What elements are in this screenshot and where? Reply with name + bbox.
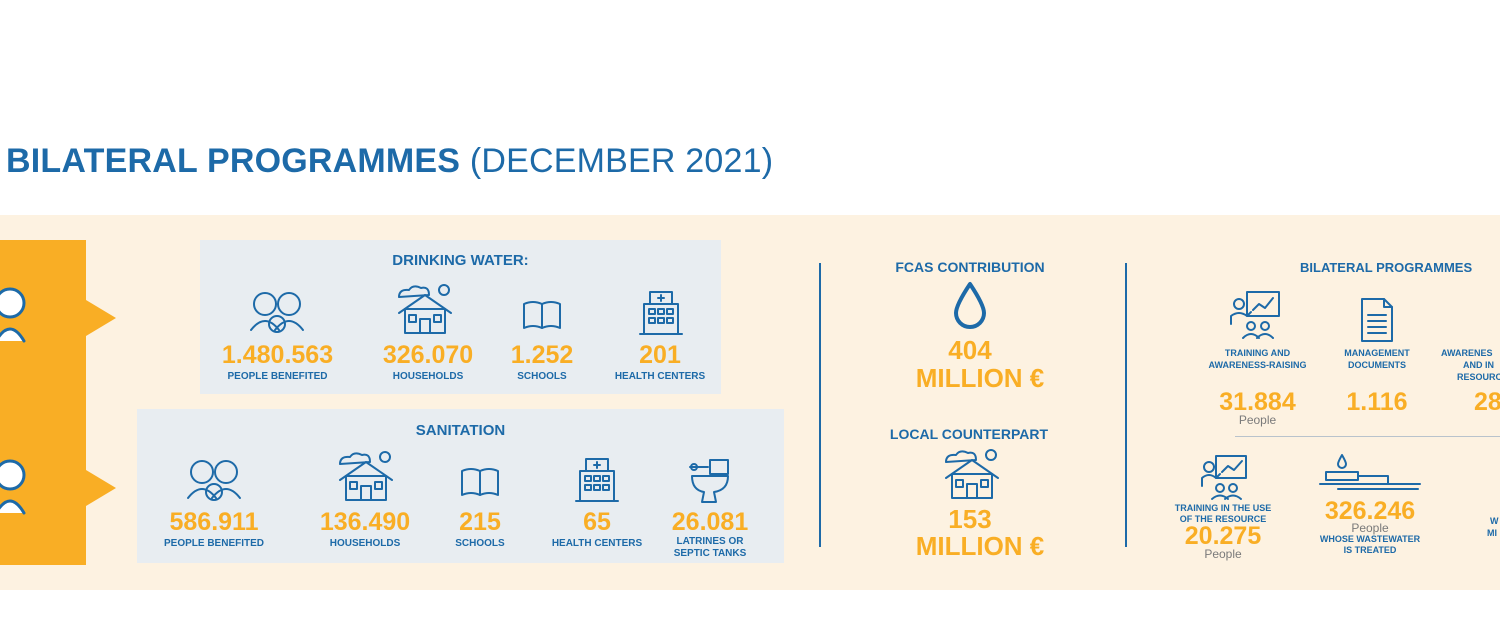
people-icon bbox=[250, 292, 304, 333]
wastewater-label-2: IS TREATED bbox=[1343, 545, 1397, 555]
dw-health-label: HEALTH CENTERS bbox=[614, 371, 706, 382]
local-value: 153 bbox=[948, 504, 992, 534]
san-schools-value: 215 bbox=[459, 508, 501, 536]
hospital-icon bbox=[639, 291, 683, 335]
wastewater-unit: People bbox=[1351, 521, 1389, 535]
house-icon bbox=[398, 284, 452, 334]
divider bbox=[1125, 263, 1127, 547]
dw-health-value: 201 bbox=[639, 341, 681, 369]
training-label-1: TRAINING AND bbox=[1224, 348, 1291, 358]
awareness-label-1: AWARENES bbox=[1441, 348, 1493, 358]
drinking-water-box bbox=[200, 240, 721, 394]
toilet-icon bbox=[689, 459, 729, 503]
san-households-value: 136.490 bbox=[319, 508, 411, 536]
cut-label-2: MI bbox=[1487, 528, 1497, 538]
dw-households-label: HOUSEHOLDS bbox=[392, 371, 464, 382]
hospital-icon bbox=[575, 458, 619, 502]
arrow-right-icon bbox=[86, 470, 116, 506]
sanitation-header: SANITATION bbox=[415, 422, 506, 439]
training-use-label-2: OF THE RESOURCE bbox=[1179, 514, 1267, 524]
water-drop-icon bbox=[954, 282, 986, 329]
training-use-unit: People bbox=[1204, 547, 1242, 561]
divider bbox=[819, 263, 821, 547]
san-people-label: PEOPLE BENEFITED bbox=[163, 538, 264, 549]
management-label-2: DOCUMENTS bbox=[1348, 360, 1406, 370]
book-icon bbox=[461, 468, 499, 496]
management-value: 1.116 bbox=[1346, 388, 1408, 416]
training-label-2: AWARENESS-RAISING bbox=[1208, 360, 1307, 370]
san-health-label: HEALTH CENTERS bbox=[551, 538, 643, 549]
san-schools-label: SCHOOLS bbox=[455, 538, 505, 549]
dw-people-value: 1.480.563 bbox=[221, 341, 334, 369]
management-label-1: MANAGEMENT bbox=[1344, 348, 1410, 358]
row-divider bbox=[1235, 436, 1500, 437]
title-bold: BILATERAL PROGRAMMES bbox=[6, 142, 461, 180]
book-icon bbox=[523, 301, 561, 329]
training-use-label-1: TRAINING IN THE USE bbox=[1174, 503, 1272, 513]
fcas-value: 404 bbox=[948, 335, 992, 365]
title-date: (DECEMBER 2021) bbox=[469, 142, 774, 180]
person-icon bbox=[0, 459, 26, 515]
wastewater-label-1: WHOSE WASTEWATER bbox=[1319, 534, 1421, 544]
fcas-unit: MILLION € bbox=[915, 363, 1045, 393]
training-icon bbox=[1201, 455, 1247, 500]
local-unit: MILLION € bbox=[915, 531, 1045, 561]
training-icon bbox=[1230, 291, 1280, 339]
training-value: 31.884 bbox=[1219, 388, 1296, 416]
san-latrines-label-1: LATRINES OR bbox=[676, 536, 744, 547]
dw-households-value: 326.070 bbox=[382, 341, 474, 369]
awareness-label-2: AND IN bbox=[1463, 360, 1494, 370]
bilateral-header: BILATERAL PROGRAMMES bbox=[1300, 260, 1473, 275]
dw-schools-label: SCHOOLS bbox=[517, 371, 567, 382]
san-latrines-label-2: SEPTIC TANKS bbox=[673, 548, 747, 559]
fcas-header: FCAS CONTRIBUTION bbox=[895, 259, 1045, 275]
cut-label-1: W bbox=[1490, 516, 1499, 526]
document-icon bbox=[1361, 298, 1393, 342]
drinking-water-header: DRINKING WATER: bbox=[392, 252, 529, 269]
local-header: LOCAL COUNTERPART bbox=[889, 426, 1049, 442]
awareness-label-3: RESOURC bbox=[1457, 372, 1500, 382]
training-unit: People bbox=[1238, 413, 1277, 427]
san-people-value: 586.911 bbox=[169, 508, 259, 536]
dw-schools-value: 1.252 bbox=[510, 341, 574, 369]
page-title: BILATERAL PROGRAMMES (DECEMBER 2021) bbox=[6, 142, 773, 181]
person-icon bbox=[0, 287, 26, 343]
san-latrines-value: 26.081 bbox=[671, 508, 749, 536]
awareness-value: 28 bbox=[1474, 388, 1500, 416]
sanitation-box bbox=[137, 409, 784, 563]
treatment-plant-icon bbox=[1319, 454, 1421, 490]
arrow-right-icon bbox=[86, 300, 116, 336]
san-health-value: 65 bbox=[583, 508, 611, 536]
dw-people-label: PEOPLE BENEFITED bbox=[227, 371, 328, 382]
wastewater-value: 326.246 bbox=[1324, 497, 1416, 525]
house-icon bbox=[945, 449, 999, 499]
people-icon bbox=[187, 460, 241, 501]
san-households-label: HOUSEHOLDS bbox=[329, 538, 401, 549]
house-icon bbox=[339, 451, 393, 501]
training-use-value: 20.275 bbox=[1184, 522, 1262, 550]
